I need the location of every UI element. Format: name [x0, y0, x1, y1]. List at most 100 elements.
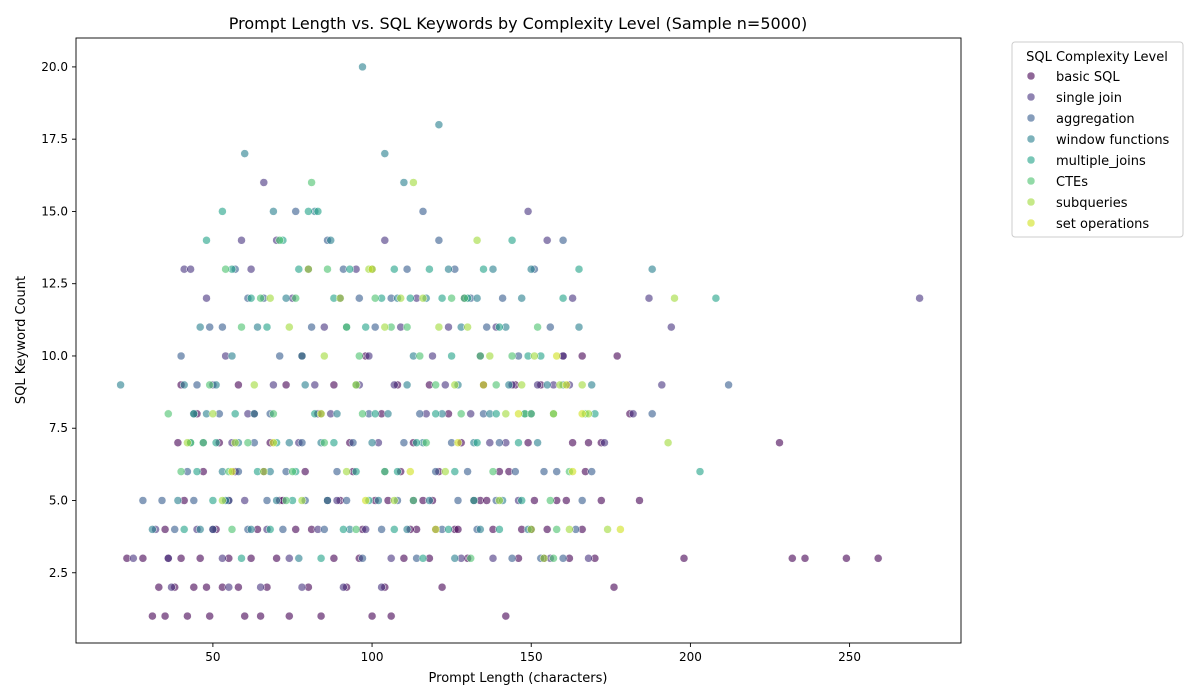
series-set-operations [227, 264, 625, 534]
data-point [507, 351, 517, 361]
data-point [542, 380, 552, 390]
data-point [406, 467, 415, 476]
data-point [788, 554, 797, 563]
data-point [402, 264, 412, 274]
data-point [167, 582, 176, 592]
series-window-functions [116, 62, 657, 563]
data-point [323, 264, 332, 274]
data-point [447, 351, 456, 361]
legend-box [1011, 41, 1184, 238]
x-tick-label: 100 [361, 650, 384, 664]
data-point [390, 380, 399, 390]
data-point [517, 380, 526, 390]
data-point [577, 380, 587, 390]
data-point [568, 438, 577, 447]
data-point [195, 525, 205, 534]
data-point [463, 467, 472, 476]
data-point [199, 438, 208, 447]
data-point [351, 525, 361, 534]
data-point [192, 467, 202, 476]
data-point [160, 525, 170, 534]
data-point [272, 554, 281, 563]
data-point [533, 438, 542, 447]
y-tick-label: 7.5 [49, 421, 68, 435]
y-tick-label: 10.0 [41, 349, 68, 363]
data-point [164, 554, 173, 563]
data-point [179, 525, 189, 534]
data-point [208, 496, 218, 505]
legend-marker [1026, 197, 1036, 207]
data-point [577, 409, 587, 419]
data-point [434, 236, 444, 245]
data-point [227, 467, 237, 476]
data-point [409, 496, 418, 505]
data-point [377, 582, 386, 592]
points-layer [116, 62, 924, 621]
data-point [253, 322, 262, 332]
data-point [517, 496, 526, 505]
data-point [329, 380, 339, 390]
data-point [546, 496, 555, 505]
data-point [476, 351, 485, 361]
data-point [915, 293, 924, 303]
legend: SQL Complexity Level basic SQL single joi… [1011, 41, 1184, 238]
data-point [307, 178, 316, 187]
data-point [138, 496, 148, 505]
data-point [450, 380, 460, 390]
data-point [186, 264, 195, 274]
data-point [291, 207, 300, 216]
data-point [402, 322, 412, 332]
data-point [367, 611, 377, 621]
data-point [418, 293, 428, 303]
data-point [431, 467, 440, 476]
data-point [323, 496, 332, 505]
data-point [453, 525, 463, 534]
data-point [472, 293, 482, 303]
data-point [227, 525, 237, 534]
data-point [269, 438, 278, 447]
data-point [183, 611, 192, 621]
data-point [546, 322, 555, 332]
data-point [377, 525, 386, 534]
data-point [361, 496, 370, 505]
data-point [205, 611, 214, 621]
data-point [466, 554, 475, 563]
y-tick-label: 20.0 [41, 60, 68, 74]
data-point [488, 467, 498, 476]
data-point [406, 293, 415, 303]
data-point [218, 496, 227, 505]
legend-marker [1026, 113, 1036, 123]
data-point [262, 496, 272, 505]
data-point [364, 351, 374, 361]
data-point [383, 409, 393, 419]
y-tick-label: 2.5 [49, 566, 68, 580]
x-tick-label: 200 [679, 650, 702, 664]
data-point [326, 236, 335, 245]
data-point [587, 380, 596, 390]
data-point [485, 438, 495, 447]
data-point [205, 380, 214, 390]
data-point [351, 467, 361, 476]
data-point [657, 380, 667, 390]
data-point [297, 496, 307, 505]
data-point [275, 351, 284, 361]
data-point [358, 409, 367, 419]
data-point [472, 236, 482, 245]
data-point [568, 293, 577, 303]
data-point [456, 409, 466, 419]
data-point [428, 351, 437, 361]
data-point [313, 207, 323, 216]
data-point [495, 322, 504, 332]
data-point [176, 467, 186, 476]
data-point [574, 264, 584, 274]
y-axis-ticks: 2.5 5.0 7.5 10.0 12.5 15.0 17.5 20.0 [41, 60, 76, 580]
legend-label: subqueries [1056, 196, 1128, 211]
data-point [409, 178, 418, 187]
data-point [526, 409, 536, 419]
data-point [873, 554, 883, 563]
data-point [183, 438, 192, 447]
data-point [370, 322, 380, 332]
data-point [504, 380, 514, 390]
y-tick-label: 12.5 [41, 277, 68, 291]
data-point [495, 496, 504, 505]
